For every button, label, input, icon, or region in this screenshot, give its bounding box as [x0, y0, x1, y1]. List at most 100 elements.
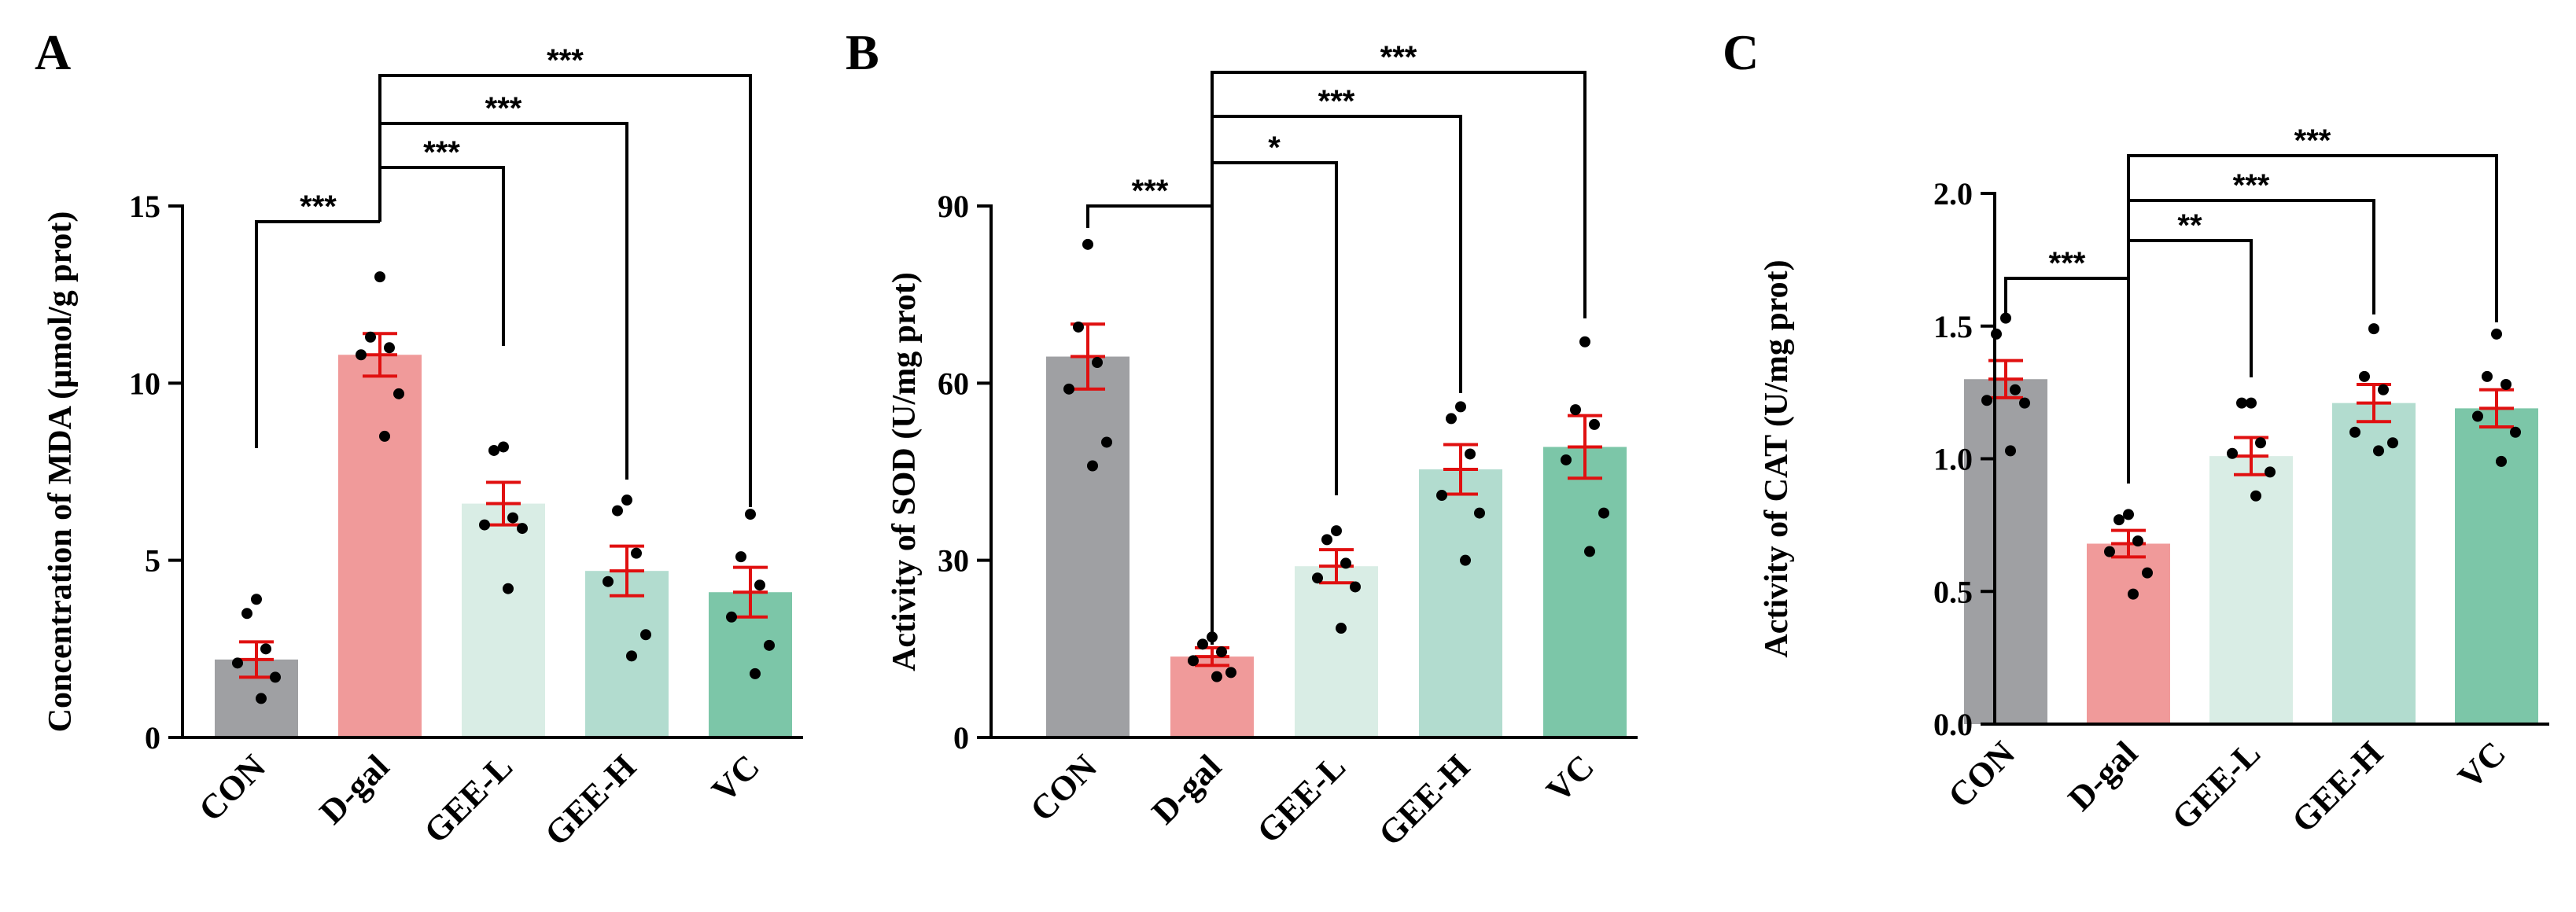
y-axis-title: Activity of SOD (U/mg prot) [886, 272, 923, 671]
x-tick-label-CON: CON [1940, 734, 2022, 815]
data-point [2113, 514, 2125, 526]
significance-bracket [2004, 277, 2130, 484]
data-point [2349, 426, 2360, 438]
data-point [626, 650, 637, 662]
significance-line [1211, 161, 1338, 495]
data-point [745, 509, 756, 520]
data-point [750, 667, 761, 679]
data-point [2010, 384, 2021, 395]
bar-D-gal [1170, 656, 1254, 737]
data-point [1455, 401, 1466, 413]
data-point [374, 271, 385, 283]
data-point [1197, 638, 1208, 650]
error-bar-VC [733, 565, 768, 619]
significance-bracket [2127, 154, 2498, 322]
data-point [2246, 397, 2257, 409]
y-axis-title: Activity of CAT (U/mg prot) [1759, 259, 1795, 657]
data-point [1336, 623, 1347, 634]
x-tick-label-VC: VC [1539, 747, 1601, 810]
significance-label: *** [1318, 84, 1355, 119]
data-point [1188, 655, 1199, 667]
data-point [1073, 321, 1084, 333]
significance-label: ** [2177, 208, 2202, 243]
data-point [1321, 534, 1332, 546]
data-point [479, 519, 490, 531]
y-tick-label: 5 [145, 543, 160, 579]
significance-bracket [2127, 239, 2253, 377]
x-tick-label-VC: VC [704, 747, 767, 810]
data-point [2005, 445, 2016, 457]
significance-bracket [1086, 204, 1214, 645]
bar-D-gal [2087, 543, 2170, 724]
y-tick-label: 2.0 [1933, 176, 1973, 211]
significance-label: *** [2294, 123, 2331, 158]
data-point [2227, 447, 2238, 459]
panel-letter-C: C [1723, 24, 1759, 80]
bar-GEE-H [2332, 403, 2416, 724]
data-point [2500, 379, 2512, 390]
data-point [612, 505, 623, 517]
data-point [2359, 370, 2370, 382]
significance-line [2004, 277, 2130, 484]
x-tick-label-GEE-L: GEE-L [417, 747, 520, 850]
data-point [2255, 437, 2266, 449]
y-tick-label: 0 [953, 720, 969, 756]
data-point [1211, 671, 1222, 682]
data-point [488, 444, 499, 456]
significance-label: * [1268, 131, 1281, 165]
bar-VC [1543, 447, 1627, 737]
data-point [2236, 397, 2247, 409]
data-point [2378, 384, 2389, 395]
data-point [2132, 535, 2143, 547]
data-point [241, 608, 252, 620]
significance-line [2127, 154, 2498, 322]
data-point [2104, 546, 2115, 557]
significance-bracket [378, 166, 505, 346]
significance-bracket [255, 220, 380, 448]
data-point [1087, 460, 1098, 472]
bar-GEE-L [462, 503, 545, 737]
data-point [735, 551, 746, 563]
data-point [631, 547, 642, 559]
bar-GEE-L [1295, 566, 1378, 737]
y-tick-label: 0.0 [1933, 707, 1973, 742]
data-point [2123, 509, 2134, 520]
y-tick-label: 0.5 [1933, 574, 1973, 609]
x-tick-label-GEE-H: GEE-H [2284, 734, 2390, 840]
bar-GEE-L [2209, 456, 2293, 724]
significance-line [378, 166, 505, 346]
data-point [764, 639, 775, 651]
significance-line [378, 74, 752, 507]
y-axis [1981, 192, 1996, 726]
data-point [1598, 507, 1609, 519]
data-point [503, 583, 514, 594]
significance-bracket [378, 74, 752, 507]
panel-A: A 0 5 10 15 CON D-gal GEE-L GEE-H VC Concentration… [35, 24, 803, 853]
data-point [1340, 557, 1351, 569]
error-bar-VC [1568, 414, 1602, 480]
y-axis [168, 204, 184, 739]
y-axis-title: Concentration of MDA (µmol/g prot) [42, 211, 79, 733]
significance-label: *** [300, 189, 337, 224]
data-point [1101, 436, 1112, 448]
data-point [1216, 646, 1227, 658]
data-point [1063, 383, 1074, 395]
data-point [640, 629, 651, 641]
x-tick-label-GEE-L: GEE-L [2165, 734, 2268, 837]
bar-GEE-H [1419, 469, 1502, 737]
data-point [1225, 667, 1236, 678]
bar-D-gal [338, 355, 422, 737]
error-bar-GEE-H [1443, 443, 1478, 496]
significance-label: *** [2049, 246, 2086, 281]
significance-label: *** [485, 91, 522, 126]
x-tick-label-GEE-L: GEE-L [1250, 747, 1353, 850]
y-tick-label: 15 [129, 189, 160, 224]
significance-label: *** [1132, 174, 1169, 208]
significance-label: *** [2233, 168, 2270, 203]
data-point [2128, 588, 2139, 600]
significance-bracket [1211, 71, 1587, 318]
bar-CON [1964, 379, 2047, 724]
y-axis [977, 204, 993, 739]
data-point [1570, 404, 1581, 416]
